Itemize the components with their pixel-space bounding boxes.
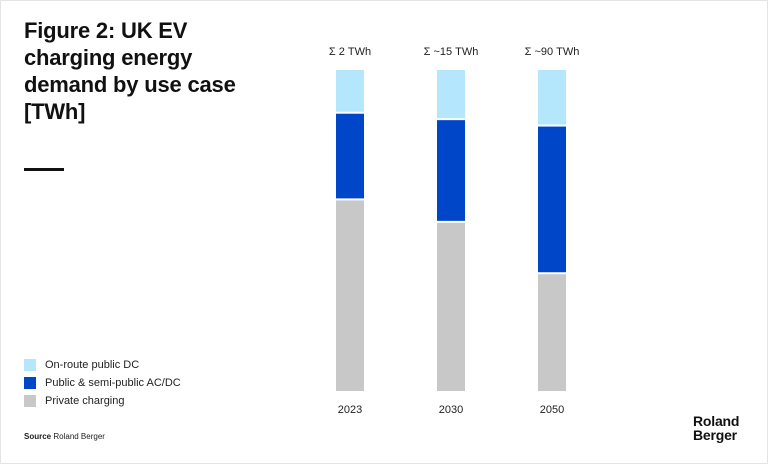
roland-berger-logo: Roland Berger: [693, 414, 739, 442]
x-tick-label-2030: 2030: [439, 404, 463, 416]
bar-2050-private-charging: [538, 274, 566, 391]
total-label-2030: Σ ~15 TWh: [424, 46, 479, 58]
legend-item-private: Private charging: [24, 392, 181, 410]
total-label-2050: Σ ~90 TWh: [525, 46, 580, 58]
bar-2023-public-semi-public-ac-dc: [336, 113, 364, 199]
legend-swatch-on-route: [24, 359, 36, 371]
bar-2030-on-route-public-dc: [437, 70, 465, 119]
legend-swatch-private: [24, 395, 36, 407]
bar-2023-private-charging: [336, 200, 364, 391]
legend-item-on-route: On-route public DC: [24, 356, 181, 374]
logo-line-1: Roland: [693, 413, 740, 429]
bar-2050-on-route-public-dc: [538, 70, 566, 125]
title-underline: [24, 168, 64, 171]
logo-line-2: Berger: [693, 427, 737, 443]
bar-2050-public-semi-public-ac-dc: [538, 126, 566, 273]
bar-2030-private-charging: [437, 222, 465, 391]
figure-title: Figure 2: UK EV charging energy demand b…: [24, 18, 236, 124]
source-text: Roland Berger: [53, 432, 105, 441]
total-label-2023: Σ 2 TWh: [329, 46, 371, 58]
legend-item-public: Public & semi-public AC/DC: [24, 374, 181, 392]
legend-swatch-public: [24, 377, 36, 389]
bar-2030-public-semi-public-ac-dc: [437, 120, 465, 221]
source-note: Source Roland Berger: [24, 432, 105, 441]
x-tick-label-2023: 2023: [338, 404, 362, 416]
legend-label-private: Private charging: [45, 395, 125, 407]
x-tick-label-2050: 2050: [540, 404, 564, 416]
bar-2023-on-route-public-dc: [336, 70, 364, 112]
legend-label-public: Public & semi-public AC/DC: [45, 377, 181, 389]
source-label: Source: [24, 432, 52, 441]
legend: On-route public DC Public & semi-public …: [24, 356, 181, 410]
legend-label-on-route: On-route public DC: [45, 359, 140, 371]
